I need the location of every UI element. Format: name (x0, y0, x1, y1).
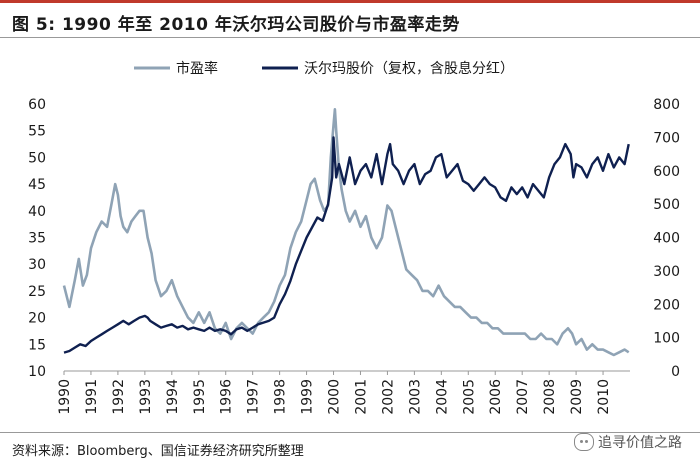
legend-label-pe-ratio: 市盈率 (176, 60, 218, 77)
y-right-tick-label: 500 (653, 197, 680, 213)
y-left-tick-label: 25 (28, 284, 46, 300)
footer-divider (0, 432, 700, 433)
x-tick-label: 2007 (515, 379, 531, 415)
y-left-tick-label: 40 (28, 204, 46, 220)
legend: 市盈率 沃尔玛股价（复权，含股息分红） (134, 60, 514, 77)
pe-ratio-series-line (62, 108, 630, 357)
x-tick-label: 2006 (488, 379, 504, 415)
legend-label-stock-price: 沃尔玛股价（复权，含股息分红） (304, 60, 514, 77)
y-left-tick-label: 50 (28, 150, 46, 166)
y-left-tick-label: 45 (28, 177, 46, 193)
series-layer (62, 108, 630, 357)
y-left-tick-label: 35 (28, 231, 46, 247)
brand-name: 追寻价值之路 (598, 435, 682, 451)
brand-watermark: 追寻价值之路 (574, 432, 682, 452)
x-tick-label: 2009 (569, 379, 585, 415)
title-divider (0, 37, 700, 38)
x-tick-label: 1994 (165, 379, 181, 415)
figure-title: 图 5: 1990 年至 2010 年沃尔玛公司股价与市盈率走势 (12, 15, 460, 35)
x-tick-label: 1993 (138, 379, 154, 415)
x-tick-label: 2001 (353, 379, 369, 415)
y-right-tick-label: 600 (653, 164, 680, 180)
y-left-tick-label: 20 (28, 311, 46, 327)
x-tick-label: 1995 (192, 379, 208, 415)
source-note: 资料来源：Bloomberg、国信证券经济研究所整理 (12, 444, 304, 459)
x-tick-label: 2008 (542, 379, 558, 415)
x-tick-label: 2002 (380, 379, 396, 415)
y-left-tick-label: 15 (28, 337, 46, 353)
y-right-tick-label: 800 (653, 97, 680, 113)
y-right-tick-label: 700 (653, 130, 680, 146)
y-left-tick-label: 55 (28, 124, 46, 140)
title-accent-line (0, 0, 700, 3)
y-right-tick-label: 100 (653, 331, 680, 347)
y-right-tick-label: 200 (653, 297, 680, 313)
wechat-icon (574, 433, 594, 451)
x-tick-label: 2005 (461, 379, 477, 415)
x-tick-label: 1998 (273, 379, 289, 415)
x-tick-label: 2010 (596, 379, 612, 415)
x-tick-label: 1997 (246, 379, 262, 415)
y-left-tick-label: 10 (28, 364, 46, 380)
x-tick-label: 2003 (407, 379, 423, 415)
y-right-tick-label: 300 (653, 264, 680, 280)
x-tick-label: 2004 (434, 379, 450, 415)
y-right-tick-label: 400 (653, 231, 680, 247)
y-left-tick-label: 60 (28, 97, 46, 113)
line-chart: 市盈率 沃尔玛股价（复权，含股息分红） 10 15 20 25 30 35 40 45 50 55 6… (28, 60, 680, 415)
x-tick-label: 1999 (300, 379, 316, 415)
x-tick-label: 1990 (57, 379, 73, 415)
axes: 1015202530354045505560010020030040050060… (28, 97, 680, 415)
stock-price-series-line (63, 136, 630, 354)
x-tick-label: 2000 (327, 379, 343, 415)
x-tick-label: 1992 (111, 379, 127, 415)
x-tick-label: 1991 (84, 379, 100, 415)
y-left-tick-label: 30 (28, 257, 46, 273)
y-right-tick-label: 0 (671, 364, 680, 380)
x-tick-label: 1996 (219, 379, 235, 415)
